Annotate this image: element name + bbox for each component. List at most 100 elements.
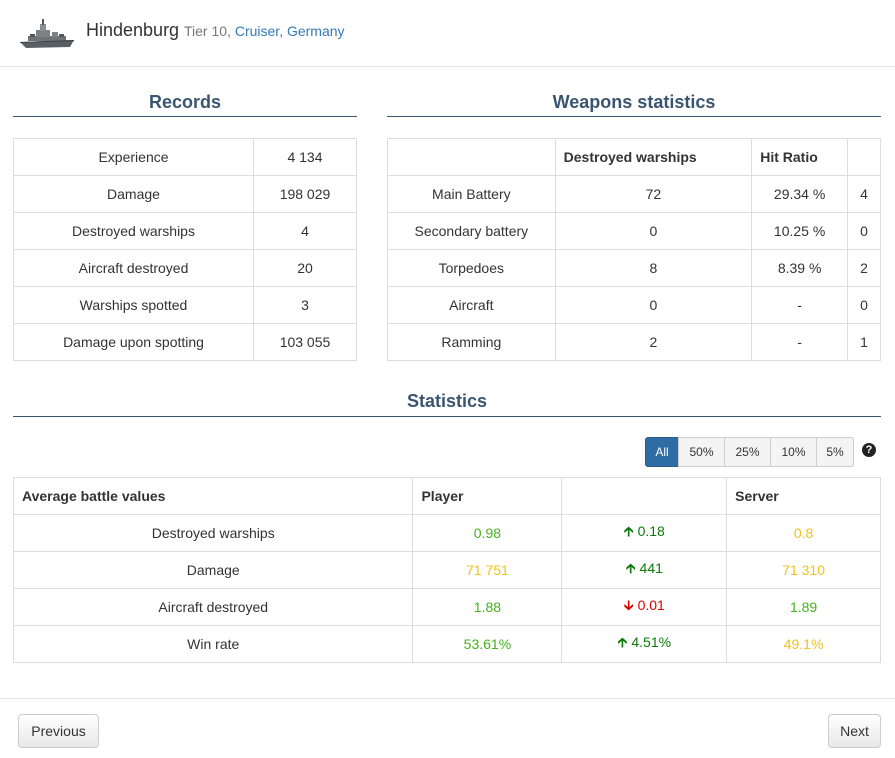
- record-value: 198 029: [253, 175, 357, 213]
- ship-class-link[interactable]: Cruiser,: [234, 23, 284, 39]
- filter-all-button[interactable]: All: [645, 437, 679, 467]
- weapon-hit-ratio: -: [751, 286, 849, 324]
- record-label: Aircraft destroyed: [13, 249, 254, 287]
- weapon-extra: 0: [847, 286, 881, 324]
- records-title: Records: [148, 92, 222, 112]
- ship-nation-link[interactable]: Germany: [286, 23, 345, 39]
- table-header-row: Destroyed warships Hit Ratio: [387, 138, 881, 176]
- weapons-table: Destroyed warships Hit Ratio Main Batter…: [387, 138, 881, 361]
- weapon-destroyed: 0: [554, 212, 753, 250]
- filter-10-button[interactable]: 10%: [770, 437, 817, 467]
- weapon-extra: 4: [847, 175, 881, 213]
- table-row: Ramming 2-1: [387, 323, 881, 361]
- records-table: Experience 4 134 Damage 198 029 Destroyed …: [13, 138, 357, 361]
- statistics-title-rule: [13, 416, 881, 417]
- ship-name: Hindenburg: [86, 20, 180, 40]
- weapons-header-destroyed: Destroyed warships: [554, 138, 753, 176]
- table-row: Damage upon spotting 103 055: [13, 323, 357, 361]
- stat-diff: 🡳 0.01: [561, 588, 728, 626]
- table-row: Warships spotted 3: [13, 286, 357, 324]
- record-value: 4 134: [253, 138, 357, 176]
- next-button[interactable]: Next: [828, 714, 881, 748]
- record-value: 103 055: [253, 323, 357, 361]
- stats-header-server: Server: [726, 477, 881, 515]
- record-label: Damage upon spotting: [13, 323, 254, 361]
- table-row: Damage 71 751 🡱 441 71 310: [12, 551, 881, 589]
- table-row: Main Battery 72 29.34 % 4: [387, 175, 881, 213]
- stat-label: Damage: [12, 551, 414, 589]
- question-circle-icon[interactable]: ?: [862, 443, 876, 457]
- stat-player-value: 71 751: [412, 551, 563, 589]
- records-title-rule: [13, 116, 357, 117]
- table-row: Experience 4 134: [13, 138, 357, 176]
- stat-diff-value: 0.18: [637, 523, 665, 539]
- statistics-title: Statistics: [406, 391, 488, 411]
- stat-server-value: 0.8: [726, 514, 881, 552]
- weapon-name: Aircraft: [387, 286, 556, 324]
- ship-header: Hindenburg Tier 10, Cruiser, Germany: [0, 0, 895, 67]
- weapons-title-rule: [387, 116, 881, 117]
- stat-label: Destroyed warships: [12, 514, 414, 552]
- weapon-name: Torpedoes: [387, 249, 556, 287]
- weapon-name: Main Battery: [387, 175, 556, 213]
- arrow-up-icon: 🡱: [617, 634, 628, 650]
- previous-button[interactable]: Previous: [18, 714, 99, 748]
- record-label: Experience: [13, 138, 254, 176]
- ship-tier: Tier 10,: [184, 23, 231, 39]
- stat-server-value: 49.1%: [726, 625, 881, 663]
- table-row: Secondary battery 0 10.25 % 0: [387, 212, 881, 250]
- stat-player-value: 1.88: [412, 588, 563, 626]
- weapon-hit-ratio: 29.34 %: [751, 175, 849, 213]
- filter-25-button[interactable]: 25%: [724, 437, 771, 467]
- stat-label: Win rate: [12, 625, 414, 663]
- table-row: Destroyed warships 4: [13, 212, 357, 250]
- stat-diff-value: 4.51%: [631, 634, 672, 650]
- statistics-table: Average battle values Player Server Dest…: [12, 477, 881, 663]
- table-header-row: Average battle values Player Server: [12, 477, 881, 515]
- weapon-extra: 1: [847, 323, 881, 361]
- arrow-down-icon: 🡳: [623, 597, 634, 613]
- weapon-destroyed: 8: [554, 249, 753, 287]
- table-row: Destroyed warships 0.98 🡱 0.18 0.8: [12, 514, 881, 552]
- ship-thumbnail-icon: [20, 19, 74, 48]
- stats-header-player: Player: [412, 477, 563, 515]
- record-label: Damage: [13, 175, 254, 213]
- weapon-hit-ratio: 10.25 %: [751, 212, 849, 250]
- table-row: Aircraft 0-0: [387, 286, 881, 324]
- arrow-up-icon: 🡱: [625, 560, 636, 576]
- table-row: Aircraft destroyed 1.88 🡳 0.01 1.89: [12, 588, 881, 626]
- filter-5-button[interactable]: 5%: [816, 437, 854, 467]
- table-row: Damage 198 029: [13, 175, 357, 213]
- percentile-filter-group: All 50% 25% 10% 5%: [645, 437, 854, 467]
- stat-diff-value: 0.01: [637, 597, 665, 613]
- weapons-header-name: [387, 138, 556, 176]
- weapons-header-hit-ratio: Hit Ratio: [751, 138, 849, 176]
- stat-diff-value: 441: [639, 560, 663, 576]
- stat-player-value: 0.98: [412, 514, 563, 552]
- record-value: 4: [253, 212, 357, 250]
- stat-server-value: 1.89: [726, 588, 881, 626]
- stat-label: Aircraft destroyed: [12, 588, 414, 626]
- table-row: Win rate 53.61% 🡱 4.51% 49.1%: [12, 625, 881, 663]
- stat-diff: 🡱 4.51%: [561, 625, 728, 663]
- table-row: Aircraft destroyed 20: [13, 249, 357, 287]
- filter-50-button[interactable]: 50%: [678, 437, 725, 467]
- arrow-up-icon: 🡱: [623, 523, 634, 539]
- weapons-title: Weapons statistics: [552, 92, 716, 112]
- record-label: Warships spotted: [13, 286, 254, 324]
- stat-diff: 🡱 441: [561, 551, 728, 589]
- table-row: Torpedoes 8 8.39 % 2: [387, 249, 881, 287]
- stats-header-diff: [561, 477, 728, 515]
- weapon-destroyed: 72: [554, 175, 753, 213]
- stat-player-value: 53.61%: [412, 625, 563, 663]
- record-value: 20: [253, 249, 357, 287]
- weapon-extra: 2: [847, 249, 881, 287]
- weapon-hit-ratio: -: [751, 323, 849, 361]
- record-value: 3: [253, 286, 357, 324]
- weapon-name: Ramming: [387, 323, 556, 361]
- weapon-destroyed: 0: [554, 286, 753, 324]
- footer-divider: [0, 698, 895, 699]
- record-label: Destroyed warships: [13, 212, 254, 250]
- weapon-destroyed: 2: [554, 323, 753, 361]
- weapon-hit-ratio: 8.39 %: [751, 249, 849, 287]
